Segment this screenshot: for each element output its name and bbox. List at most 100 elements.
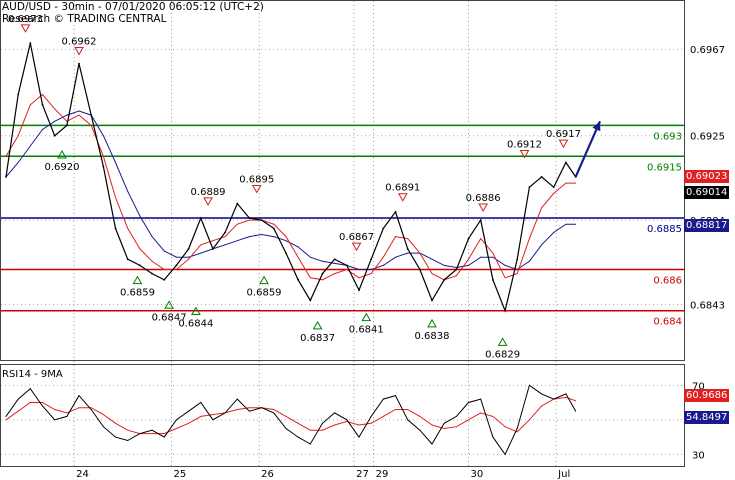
data-point-ma-fast xyxy=(236,223,238,225)
rsi-point-rsi14 xyxy=(492,436,494,438)
data-point-price xyxy=(138,264,141,267)
forecast-arrow-head xyxy=(592,121,601,132)
rsi-point-rsi14 xyxy=(151,429,153,431)
trough-label: 0.6844 xyxy=(178,318,213,329)
rsi-point-rsi14 xyxy=(346,419,348,421)
data-point-ma-fast xyxy=(175,269,177,271)
rsi-point-rsi-ma xyxy=(42,402,44,404)
price-tag: 0.69014 xyxy=(684,186,730,200)
rsi-point-rsi-ma xyxy=(504,426,506,428)
rsi-point-rsi-ma xyxy=(395,408,397,410)
rsi-point-rsi-ma xyxy=(431,424,433,426)
data-point-ma-fast xyxy=(212,240,214,242)
data-point-ma-slow xyxy=(395,256,397,258)
rsi-point-rsi-ma xyxy=(90,407,92,409)
rsi-point-rsi14 xyxy=(528,384,530,386)
data-point-price xyxy=(78,62,80,65)
data-point-ma-fast xyxy=(419,252,421,254)
data-point-ma-fast xyxy=(115,196,117,198)
rsi-point-rsi14 xyxy=(565,393,567,395)
series-line-ma-slow xyxy=(5,110,576,271)
rsi-point-rsi-ma xyxy=(188,422,190,424)
rsi-point-rsi-ma xyxy=(575,400,577,402)
rsi-point-rsi14 xyxy=(66,415,68,417)
rsi-point-rsi14 xyxy=(127,440,129,442)
ma-slow-tag: 0.68817 xyxy=(684,218,730,232)
trough-label: 0.6859 xyxy=(247,288,282,299)
data-point-price xyxy=(321,272,324,275)
peak-label: 0.6973 xyxy=(8,14,43,25)
rsi-point-rsi-ma xyxy=(273,408,275,410)
peak-label: 0.6891 xyxy=(385,183,420,194)
rsi-point-rsi14 xyxy=(455,415,457,417)
data-point-ma-slow xyxy=(236,240,238,242)
peak-label: 0.6886 xyxy=(466,193,501,204)
data-point-ma-slow xyxy=(407,252,409,254)
rsi-point-rsi14 xyxy=(443,422,445,424)
price-panel-frame xyxy=(0,0,685,361)
data-point-ma-slow xyxy=(382,264,384,266)
rsi-point-rsi-ma xyxy=(29,402,31,404)
data-point-price xyxy=(17,93,20,96)
rsi-point-rsi14 xyxy=(175,419,177,421)
data-point-ma-slow xyxy=(175,256,177,258)
level-label-resistance-2: 0.693 xyxy=(653,131,682,142)
price-series xyxy=(5,42,577,313)
rsi-tick-label: 30 xyxy=(692,450,705,461)
rsi-point-rsi14 xyxy=(42,405,44,407)
x-tick-label: 25 xyxy=(174,469,187,480)
data-point-ma-fast xyxy=(455,275,457,277)
data-point-ma-fast xyxy=(346,269,348,271)
data-point-price xyxy=(406,248,409,250)
trough-marker xyxy=(497,337,508,346)
peak-label: 0.6889 xyxy=(191,187,226,198)
peak-marker xyxy=(478,203,489,213)
data-point-ma-slow xyxy=(139,215,141,217)
rsi-point-rsi-ma xyxy=(212,414,214,416)
rsi-point-rsi14 xyxy=(163,436,165,438)
rsi-point-rsi14 xyxy=(224,412,226,414)
forecast-arrow-shaft xyxy=(574,120,602,178)
peak-marker xyxy=(351,242,362,252)
data-point-price xyxy=(370,258,373,261)
swing-markers: 0.6973 0.6962 0.6889 0.6895 0.6867 0.6891 0.68… xyxy=(8,14,581,360)
data-point-ma-fast xyxy=(528,238,530,240)
peak-marker xyxy=(558,139,569,149)
trough-marker xyxy=(57,149,67,159)
level-label-pivot: 0.6885 xyxy=(647,224,682,235)
data-point-ma-slow xyxy=(163,250,165,252)
data-point-ma-fast xyxy=(358,277,360,279)
rsi-point-rsi14 xyxy=(575,410,577,412)
data-point-price xyxy=(309,299,312,302)
data-point-ma-slow xyxy=(334,262,336,264)
rsi-line-rsi14 xyxy=(5,384,577,456)
rsi-title: RSI14 - 9MA xyxy=(2,369,63,380)
rsi-point-rsi14 xyxy=(236,398,238,400)
rsi-point-rsi-ma xyxy=(297,422,299,424)
rsi-point-rsi14 xyxy=(29,388,31,390)
data-point-ma-slow xyxy=(321,260,323,262)
data-point-ma-fast xyxy=(224,236,226,238)
rsi-point-rsi14 xyxy=(261,407,263,409)
data-point-ma-fast xyxy=(188,258,190,260)
peak-marker xyxy=(74,47,84,56)
data-point-price xyxy=(224,231,226,234)
data-point-ma-slow xyxy=(492,256,494,258)
data-point-ma-slow xyxy=(54,120,56,122)
rsi-point-rsi14 xyxy=(395,395,397,397)
rsi-point-rsi14 xyxy=(419,429,421,431)
trough-marker xyxy=(361,312,372,322)
data-point-ma-slow xyxy=(273,236,275,238)
data-point-ma-slow xyxy=(553,231,555,233)
rsi-point-rsi-ma xyxy=(455,426,457,428)
data-point-ma-slow xyxy=(541,244,543,246)
forecast-arrow xyxy=(574,120,602,178)
rsi-point-rsi-ma xyxy=(309,429,311,431)
rsi-point-rsi14 xyxy=(102,426,104,428)
data-point-price xyxy=(187,248,190,250)
rsi-point-rsi-ma xyxy=(248,407,250,409)
data-point-price xyxy=(479,219,482,222)
rsi-point-rsi14 xyxy=(309,443,311,445)
rsi-point-rsi-ma xyxy=(492,415,494,417)
data-point-price xyxy=(248,217,251,219)
